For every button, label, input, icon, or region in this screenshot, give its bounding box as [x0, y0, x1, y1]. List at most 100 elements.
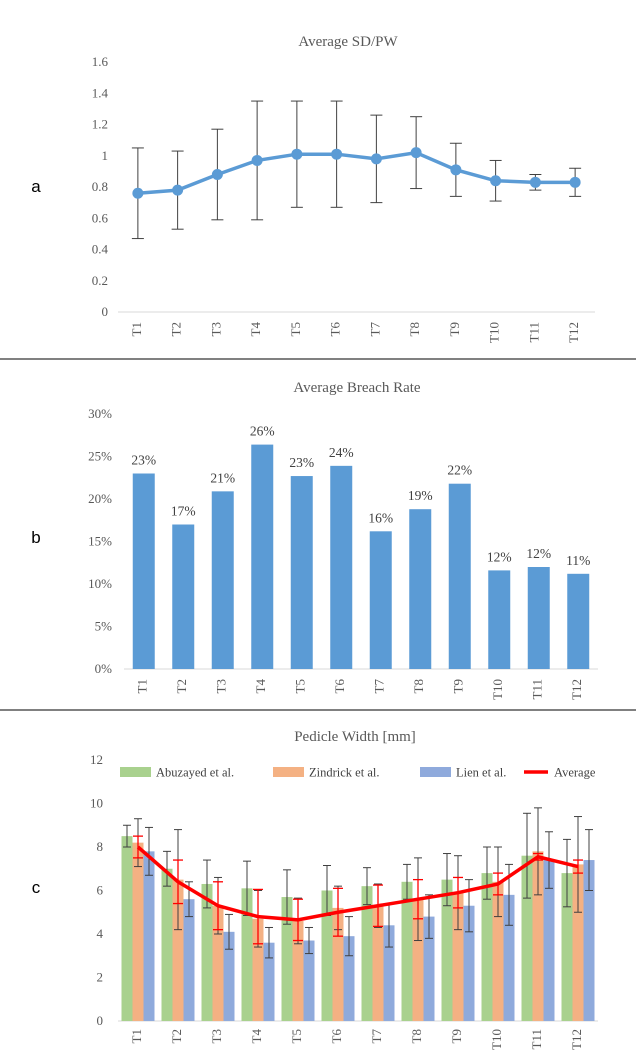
- panel-a: Average SD/PW a 0 0.2 0.4 0.6 0.8 1 1.2 1.4 1.6 T…: [31, 34, 595, 343]
- panel-label-a: a: [31, 177, 41, 196]
- bar-T3: [211, 491, 234, 669]
- bar-zindrick-T2: [172, 879, 184, 1021]
- x-tick-label-10: T11: [530, 679, 545, 699]
- x-tick-label-11: T12: [566, 322, 581, 343]
- bar-abuzayed-T11: [521, 855, 533, 1021]
- x-tick-label-5: T6: [328, 322, 343, 337]
- bar-zindrick-T8: [412, 899, 424, 1021]
- bar-zindrick-T6: [332, 907, 344, 1021]
- bar-abuzayed-T2: [161, 868, 173, 1021]
- data-label-T12: 11%: [566, 553, 590, 568]
- bar-T2: [172, 524, 195, 669]
- x-tick-label-8: T9: [449, 1029, 464, 1043]
- bar-lien-T8: [423, 916, 435, 1021]
- chart-a-title: Average SD/PW: [298, 34, 398, 50]
- x-tick-label-11: T12: [569, 1029, 584, 1050]
- legend-swatch-0: [120, 767, 151, 777]
- data-point-3: [251, 154, 263, 166]
- x-tick-label-5: T6: [329, 1029, 344, 1044]
- bar-abuzayed-T1: [121, 836, 133, 1021]
- x-tick-label-9: T10: [490, 679, 505, 700]
- bar-lien-T12: [583, 860, 595, 1021]
- bar-T4: [251, 444, 274, 669]
- x-tick-label-1: T2: [169, 322, 184, 336]
- x-tick-label-6: T7: [369, 1029, 384, 1044]
- y-tick-label-2: 4: [97, 926, 104, 941]
- bar-zindrick-T12: [572, 864, 584, 1021]
- data-point-5: [331, 148, 343, 160]
- x-tick-label-6: T7: [367, 322, 382, 337]
- data-point-1: [172, 184, 184, 196]
- data-label-T10: 12%: [487, 549, 512, 564]
- data-point-9: [490, 175, 502, 187]
- data-point-0: [132, 187, 144, 199]
- bar-zindrick-T11: [532, 851, 544, 1021]
- bar-T9: [448, 483, 471, 669]
- y-tick-label-6: 30%: [88, 406, 112, 421]
- data-label-T4: 26%: [250, 424, 275, 439]
- data-point-7: [410, 147, 422, 159]
- chart-c-title: Pedicle Width [mm]: [294, 729, 416, 745]
- x-tick-label-8: T9: [447, 322, 462, 336]
- chart-b-title: Average Breach Rate: [293, 380, 420, 396]
- bar-T5: [290, 476, 313, 669]
- x-tick-label-4: T5: [288, 322, 303, 336]
- data-label-T3: 21%: [210, 470, 235, 485]
- data-point-6: [370, 153, 382, 165]
- bar-lien-T7: [383, 925, 395, 1021]
- data-label-T1: 23%: [131, 453, 156, 468]
- y-tick-label-0: 0: [102, 304, 109, 319]
- x-tick-label-2: T3: [208, 322, 223, 336]
- bar-abuzayed-T12: [561, 873, 573, 1021]
- y-tick-label-2: 0.4: [92, 242, 109, 257]
- data-point-11: [569, 176, 581, 188]
- series-line: [137, 150, 576, 195]
- y-tick-label-4: 20%: [88, 491, 112, 506]
- bar-T7: [369, 531, 392, 669]
- y-tick-label-2: 10%: [88, 576, 112, 591]
- bar-abuzayed-T10: [481, 873, 493, 1021]
- y-tick-label-5: 1: [102, 148, 109, 163]
- y-tick-label-3: 6: [97, 883, 104, 898]
- bar-abuzayed-T9: [441, 879, 453, 1021]
- bar-zindrick-T5: [292, 920, 304, 1021]
- legend-label-0: Abuzayed et al.: [156, 766, 234, 780]
- y-tick-label-8: 1.6: [92, 54, 109, 69]
- x-tick-label-1: T2: [174, 679, 189, 693]
- y-tick-label-0: 0%: [95, 661, 113, 676]
- bar-T11: [527, 567, 550, 669]
- y-tick-label-5: 25%: [88, 449, 112, 464]
- bar-T1: [132, 473, 155, 669]
- bar-zindrick-T7: [372, 905, 384, 1021]
- bar-lien-T6: [343, 936, 355, 1021]
- bar-zindrick-T1: [132, 842, 144, 1021]
- x-tick-label-7: T8: [409, 1029, 424, 1043]
- x-tick-label-11: T12: [569, 679, 584, 700]
- data-label-T8: 19%: [408, 488, 433, 503]
- data-point-2: [211, 169, 223, 180]
- legend-label-3: Average: [554, 766, 596, 780]
- x-tick-label-0: T1: [129, 1029, 144, 1043]
- data-point-4: [291, 148, 303, 160]
- x-tick-label-0: T1: [135, 679, 150, 693]
- bar-zindrick-T9: [452, 892, 464, 1021]
- bar-T8: [409, 509, 432, 669]
- x-tick-label-9: T10: [487, 322, 502, 343]
- y-tick-label-5: 10: [90, 796, 103, 811]
- average-line: [136, 845, 579, 922]
- bar-abuzayed-T5: [281, 897, 293, 1021]
- bar-abuzayed-T3: [201, 883, 213, 1021]
- legend-swatch-2: [420, 767, 451, 777]
- bar-lien-T9: [463, 905, 475, 1021]
- y-tick-label-7: 1.4: [92, 85, 109, 100]
- data-point-10: [529, 176, 541, 188]
- x-tick-label-9: T10: [489, 1029, 504, 1050]
- x-tick-label-3: T4: [249, 1029, 264, 1044]
- bar-abuzayed-T8: [401, 881, 413, 1021]
- y-tick-label-1: 5%: [95, 619, 113, 634]
- bar-lien-T4: [263, 942, 275, 1021]
- data-label-T9: 22%: [447, 463, 472, 478]
- x-tick-label-0: T1: [129, 322, 144, 336]
- legend-label-2: Lien et al.: [456, 766, 506, 780]
